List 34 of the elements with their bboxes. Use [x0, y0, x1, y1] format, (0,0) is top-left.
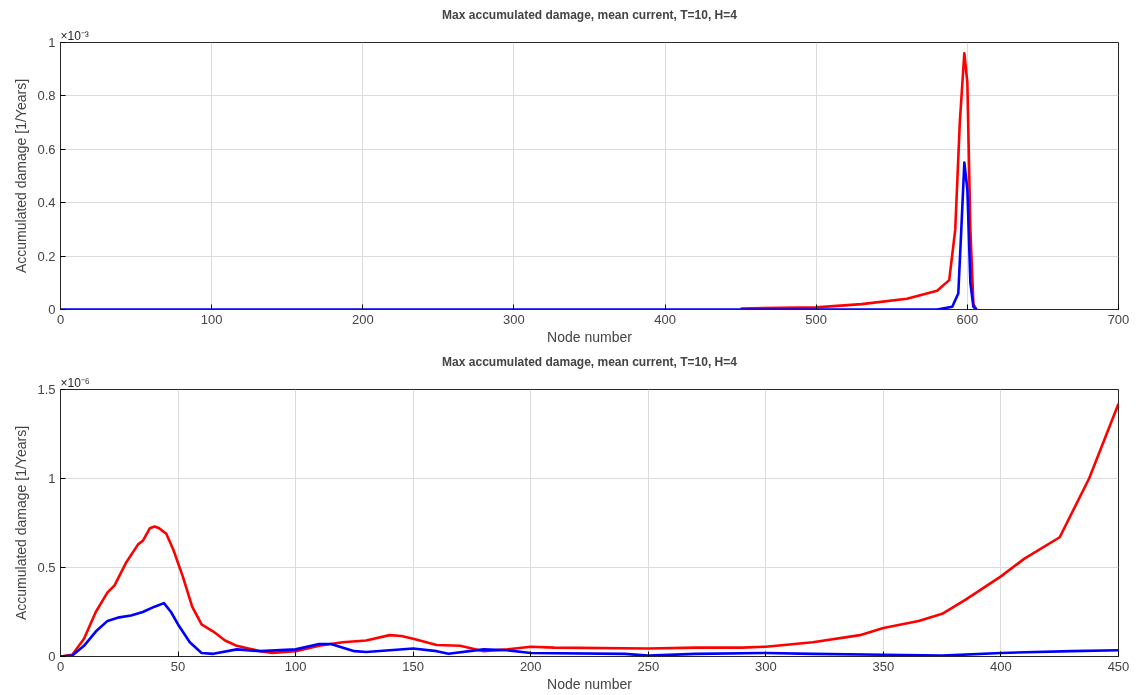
line-series — [739, 51, 978, 310]
chart-title: Max accumulated damage, mean current, T=10, H=4 — [442, 7, 738, 22]
x-tick-label: 400 — [654, 311, 676, 327]
x-axis-title: Node number — [547, 675, 633, 692]
chart-title: Max accumulated damage, mean current, T=10, H=4 — [442, 354, 738, 369]
x-tick-label: 200 — [351, 311, 374, 327]
y-tick-label: 0.8 — [37, 88, 56, 104]
x-tick-label: 100 — [200, 311, 223, 327]
y-tick-label: 0.4 — [37, 195, 56, 211]
x-tick-label: 450 — [1107, 658, 1130, 674]
x-tick-label: 600 — [956, 311, 979, 327]
y-tick-label: 0.6 — [37, 141, 56, 157]
x-tick-label: 350 — [872, 658, 895, 674]
x-tick-label: 700 — [1107, 311, 1130, 327]
x-tick-label: 300 — [503, 311, 525, 327]
y-axis-title: Accumulated damage [1/Years] — [13, 425, 30, 621]
line-series — [60, 161, 978, 310]
x-tick-label: 100 — [284, 658, 307, 674]
y-axis-title: Accumulated damage [1/Years] — [13, 78, 30, 274]
y-tick-label: 0.2 — [37, 248, 56, 264]
y-tick-label: 1.5 — [37, 382, 56, 397]
x-tick-label: 500 — [805, 311, 828, 327]
x-tick-label: 150 — [402, 658, 425, 674]
y-tick-label: 1 — [48, 471, 56, 486]
annotation: ×10⁻³ — [60, 28, 89, 43]
annotation: ×10⁻⁶ — [60, 375, 90, 390]
x-tick-label: 400 — [990, 658, 1012, 674]
y-tick-label: 0.5 — [37, 560, 56, 575]
x-tick-label: 300 — [754, 658, 777, 674]
x-axis-title: Node number — [547, 328, 633, 345]
x-tick-label: 50 — [170, 658, 186, 674]
x-tick-label: 200 — [519, 658, 542, 674]
x-tick-label: 250 — [637, 658, 660, 674]
y-tick-label: 1 — [48, 35, 56, 50]
